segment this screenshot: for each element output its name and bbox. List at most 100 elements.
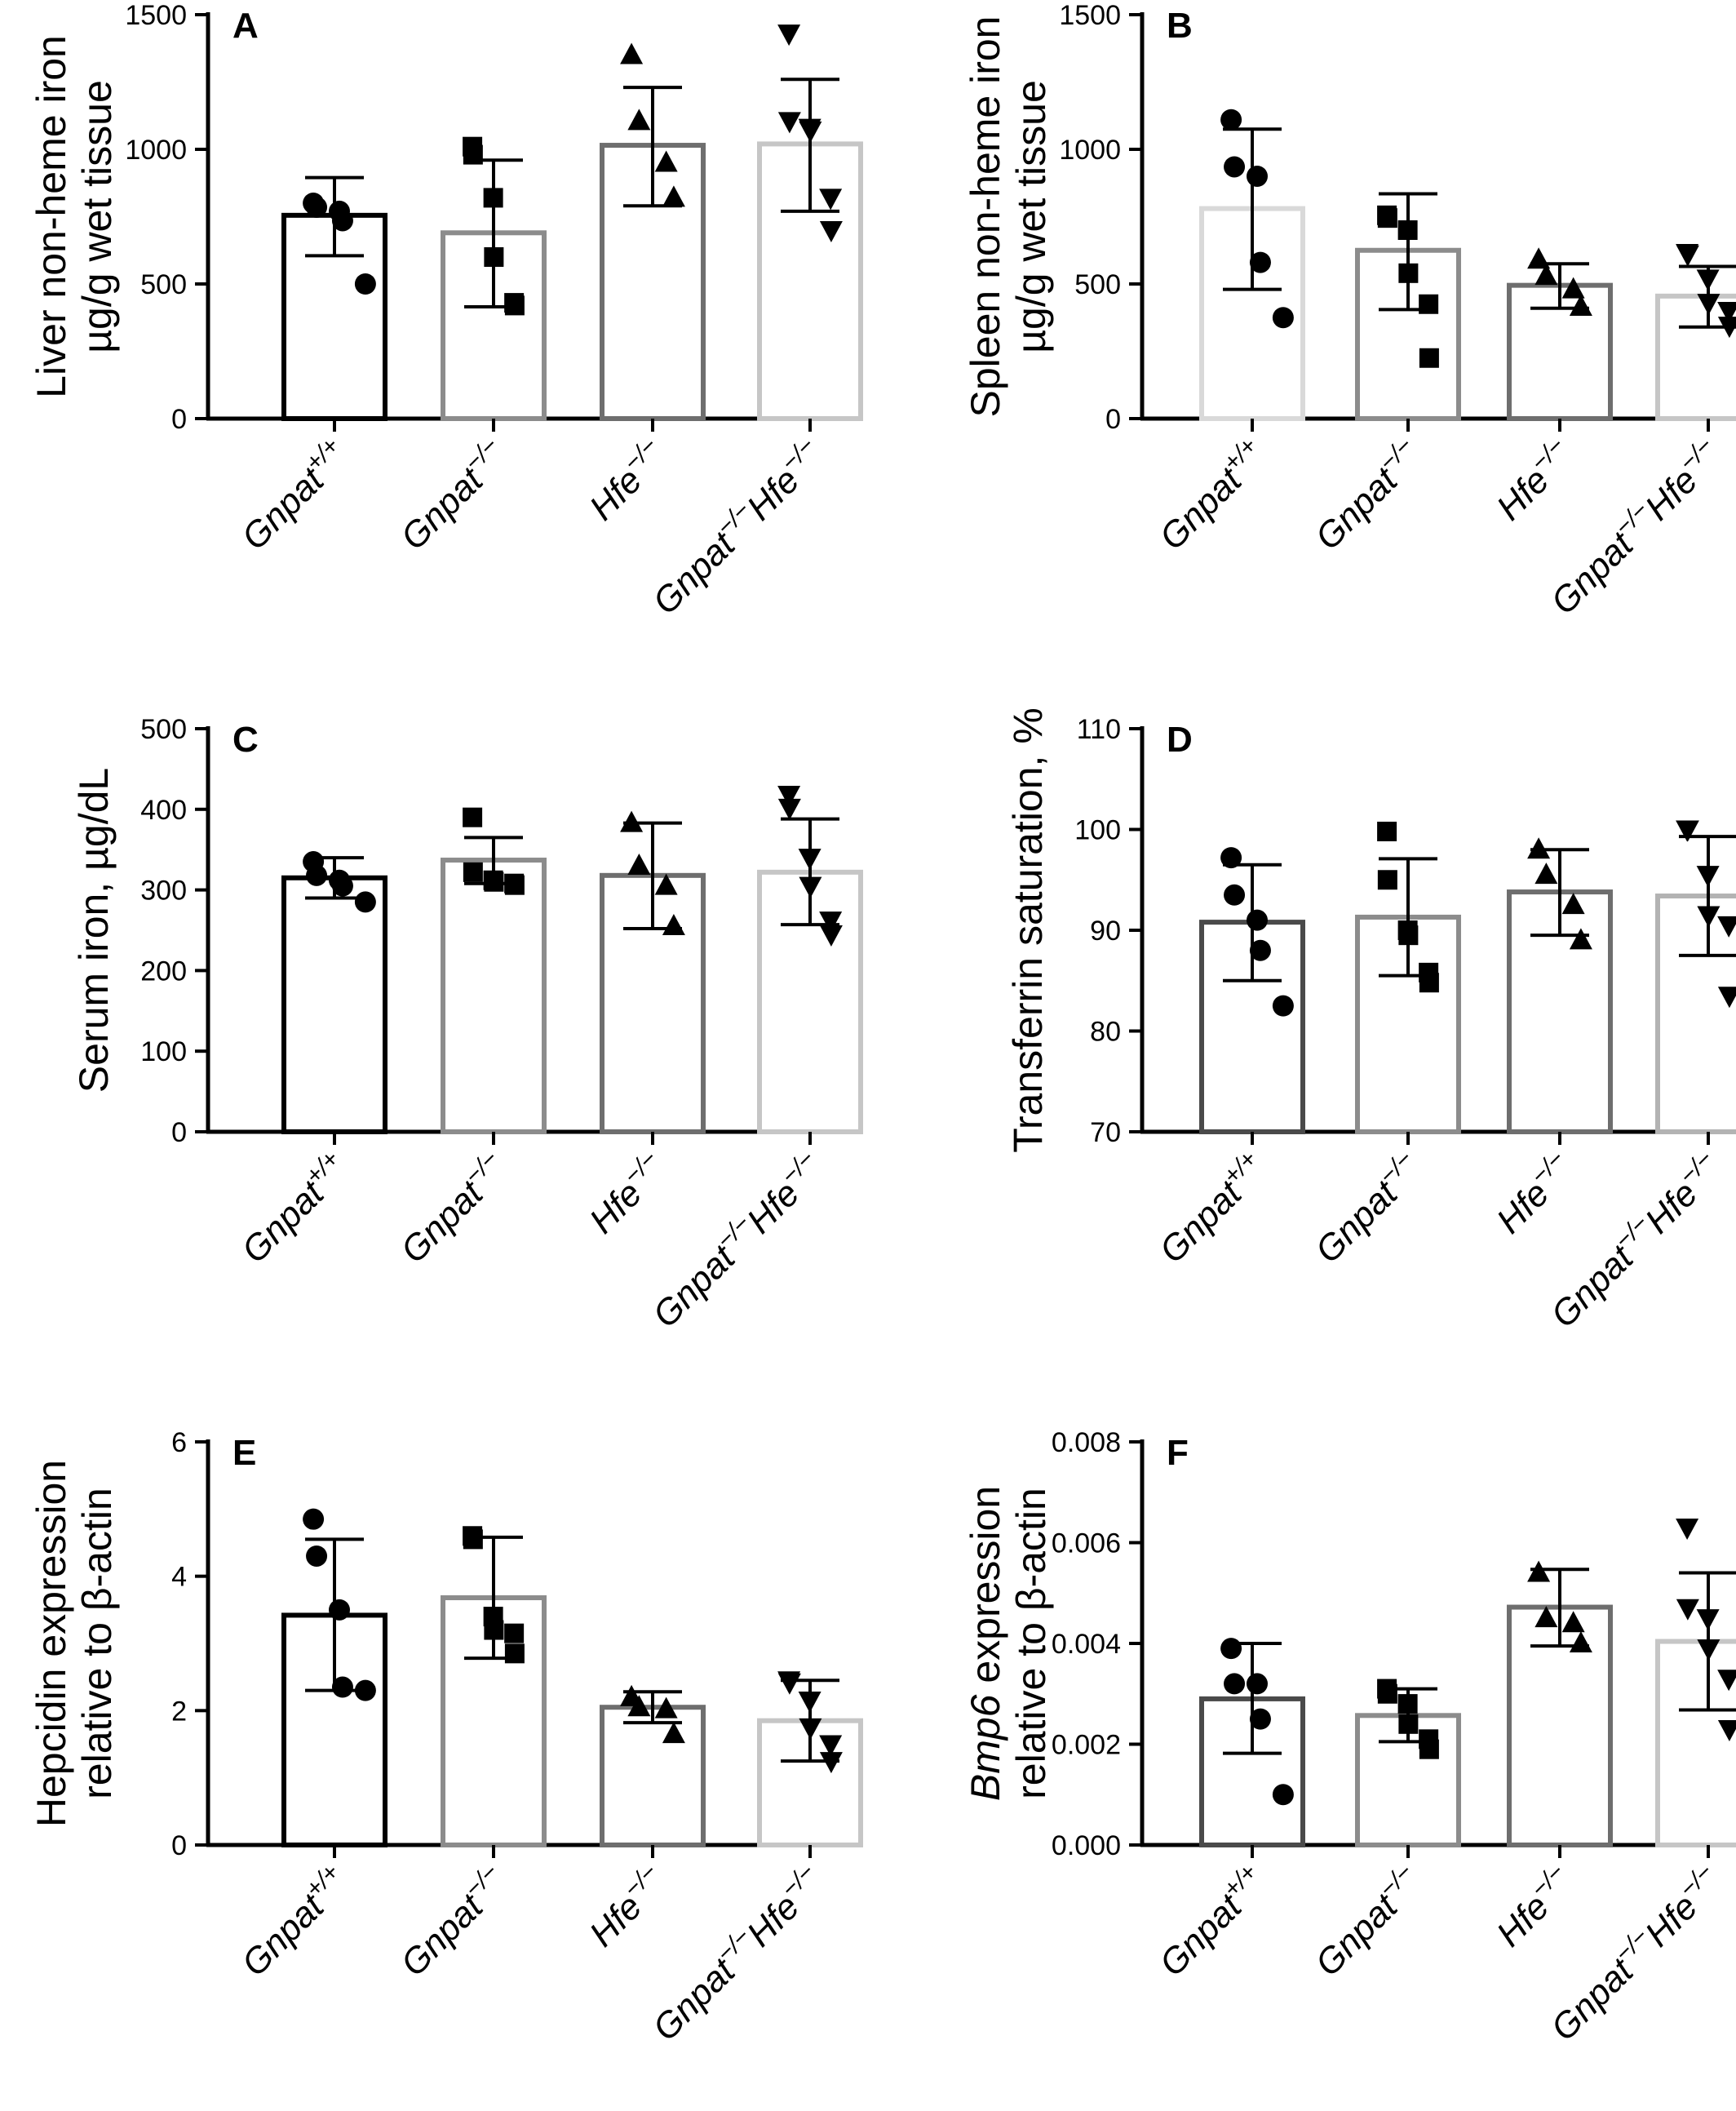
panel-e: 0 2 4 6 Hepcidin expressionrelative to β-act… (29, 1427, 863, 2049)
data-point (1419, 294, 1439, 314)
data-point (1569, 1631, 1592, 1652)
y-tick-label: 0.006 (1052, 1528, 1121, 1559)
data-point (798, 849, 822, 871)
panel-label: C (232, 720, 259, 760)
data-point (1697, 1639, 1720, 1661)
data-point (463, 807, 483, 827)
x-tick-label: Gnpat−/−Hfe−/− (642, 1859, 832, 2049)
y-axis-label: Bmp6 expressionrelative to β-actin (963, 1486, 1054, 1801)
data-point (1676, 1599, 1699, 1621)
x-tick-label: Gnpat−/− (390, 1146, 516, 1271)
y-tick-label: 0.002 (1052, 1730, 1121, 1761)
x-tick-label: Hfe−/− (579, 432, 675, 528)
data-point (1249, 939, 1271, 961)
y-tick-label: 90 (1090, 916, 1121, 947)
data-point (777, 1673, 801, 1695)
data-point (819, 188, 843, 211)
data-point (799, 121, 822, 143)
y-tick-label: 6 (171, 1427, 187, 1458)
x-tick-label: Gnpat−/−Hfe−/− (1540, 1146, 1730, 1336)
x-tick-label: Gnpat−/− (390, 1859, 516, 1985)
data-point (483, 188, 503, 208)
data-point (1377, 821, 1397, 841)
data-point (354, 1679, 376, 1701)
data-point (799, 1718, 822, 1740)
x-tick-label: Gnpat+/+ (1149, 1859, 1274, 1985)
data-point (1696, 1609, 1720, 1631)
data-point (1377, 1683, 1397, 1704)
data-point (1377, 208, 1397, 228)
y-tick-label: 200 (140, 956, 187, 987)
data-point (654, 873, 678, 895)
data-point (1419, 348, 1439, 368)
data-point (1697, 294, 1720, 316)
data-point (1527, 247, 1551, 269)
data-point (1247, 909, 1268, 931)
data-point (1534, 264, 1558, 286)
data-point (777, 786, 801, 808)
data-point (1534, 863, 1558, 885)
x-tick-label: Gnpat+/+ (231, 1859, 356, 1985)
data-point (1561, 893, 1585, 915)
data-point (1527, 837, 1551, 859)
data-point (819, 1735, 843, 1757)
data-point (819, 1752, 843, 1774)
data-point (1561, 1611, 1585, 1633)
x-tick-label: Hfe−/− (1486, 1859, 1582, 1954)
y-tick-label: 0 (171, 404, 187, 435)
data-point (504, 1623, 525, 1643)
data-point (819, 911, 843, 934)
data-point (306, 864, 328, 886)
data-point (819, 925, 843, 947)
y-tick-label: 1000 (1059, 135, 1121, 166)
data-point (504, 1643, 525, 1664)
data-point (504, 295, 525, 316)
data-point (1377, 870, 1397, 890)
data-point (484, 871, 504, 892)
data-point (662, 185, 685, 207)
x-tick-label: Gnpat+/+ (1149, 432, 1274, 558)
panel-c: 0 100 200 300 400 500 Serum iron, µg/dL C Gnpat+… (71, 714, 863, 1336)
y-tick-label: 500 (1074, 269, 1121, 300)
data-point (331, 875, 353, 897)
y-tick-label: 110 (1077, 714, 1121, 745)
x-tick-label: Gnpat−/− (1304, 1146, 1430, 1271)
y-tick-label: 4 (171, 1562, 187, 1593)
data-point (354, 273, 376, 295)
x-tick-label: Gnpat−/−Hfe−/− (1540, 432, 1730, 623)
data-point (1247, 1673, 1268, 1695)
x-tick-label: Hfe−/− (1486, 432, 1582, 528)
data-point (1717, 916, 1736, 938)
data-point (1397, 220, 1418, 240)
data-point (1676, 820, 1699, 842)
data-point (329, 1599, 350, 1621)
y-tick-label: 0.008 (1052, 1427, 1121, 1458)
data-point (484, 1620, 504, 1640)
y-tick-label: 0.004 (1052, 1629, 1121, 1660)
data-point (1717, 987, 1736, 1009)
data-point (1220, 109, 1242, 131)
data-point (1220, 1638, 1242, 1660)
data-point (1272, 995, 1294, 1017)
data-point (1569, 295, 1592, 317)
y-axis-label: Liver non-heme ironµg/g wet tissue (29, 35, 120, 398)
data-point (798, 1691, 822, 1713)
data-point (662, 1722, 685, 1744)
y-tick-label: 1000 (125, 135, 187, 166)
panel-label: B (1167, 6, 1193, 46)
data-point (1696, 866, 1720, 888)
data-point (1224, 156, 1246, 178)
y-tick-label: 0.000 (1052, 1830, 1121, 1861)
y-tick-label: 0 (171, 1830, 187, 1861)
panel-f: 0.000 0.002 0.004 0.006 0.008 Bmp6 expression… (963, 1427, 1736, 2049)
data-point (1527, 1560, 1551, 1582)
data-point (1717, 1670, 1736, 1692)
x-tick-label: Gnpat−/−Hfe−/− (1540, 1859, 1730, 2049)
y-axis-label: Spleen non-heme ironµg/g wet tissue (963, 16, 1054, 418)
y-axis-label: Serum iron, µg/dL (71, 768, 117, 1093)
data-point (1676, 1518, 1699, 1540)
data-point (303, 1508, 325, 1530)
data-point (1697, 906, 1720, 928)
